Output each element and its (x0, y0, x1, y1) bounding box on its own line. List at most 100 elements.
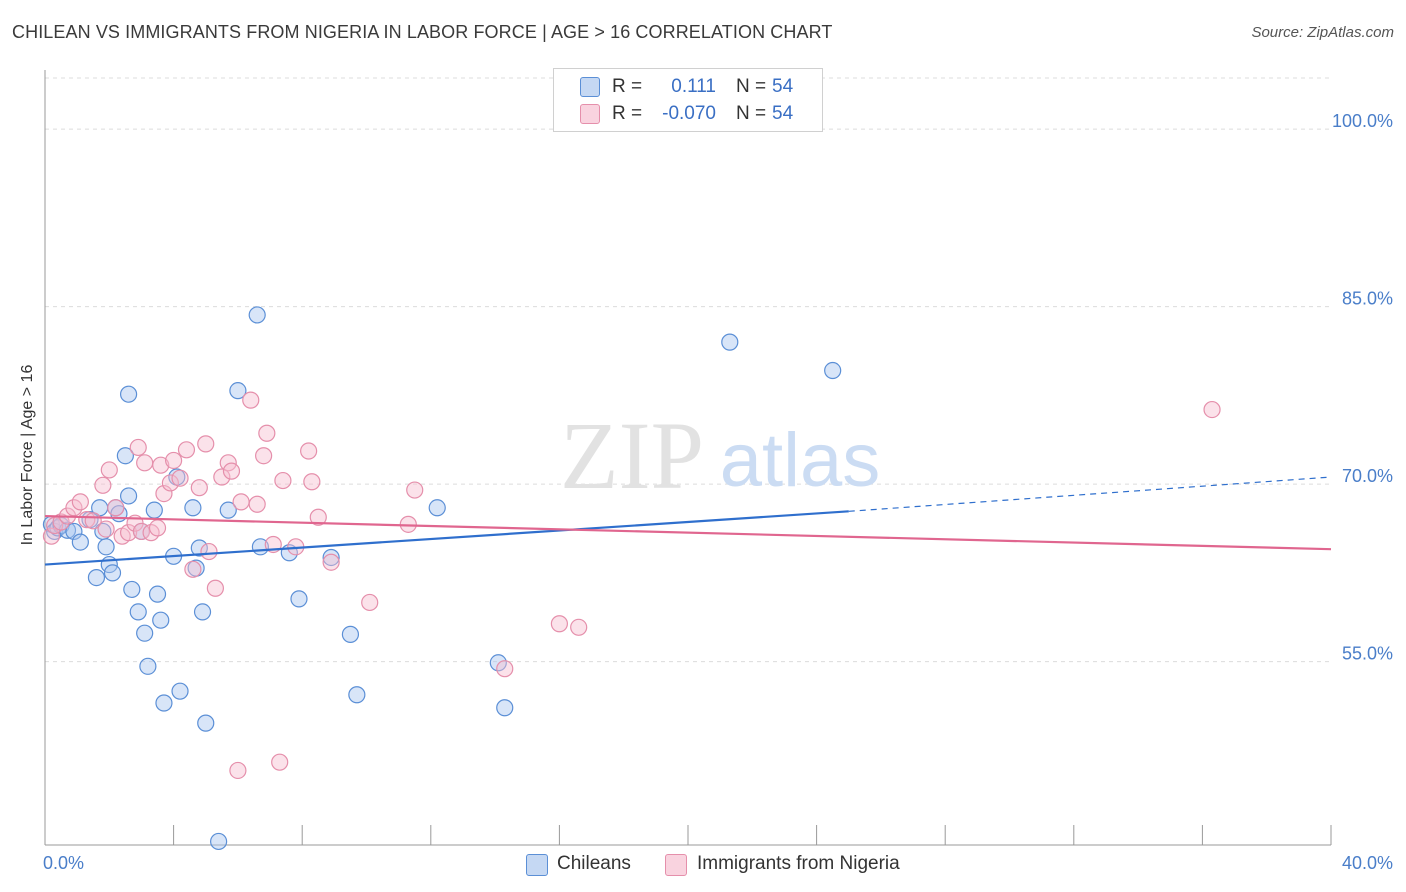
r-label: R = (612, 103, 643, 124)
source-note[interactable]: Source: ZipAtlas.com (1251, 24, 1394, 41)
nigeria-point (570, 618, 588, 636)
legend-swatch-pink (580, 104, 600, 124)
nigeria-point (165, 451, 183, 470)
y-tick-label: 55.0% (1342, 644, 1393, 664)
y-tick-label: 85.0% (1342, 289, 1393, 309)
chilean-point (721, 333, 739, 351)
chilean-point (119, 487, 138, 505)
chilean-point (129, 603, 147, 621)
legend-row-nigeria: R = -0.070 N = 54 (554, 101, 822, 127)
nigeria-point (206, 579, 224, 597)
chilean-point (155, 694, 173, 712)
nigeria-point (322, 553, 340, 571)
nigeria-point (309, 508, 327, 526)
nigeria-point (78, 511, 96, 529)
chilean-point (824, 361, 842, 380)
legend-swatch-pink (665, 854, 687, 876)
nigeria-point (197, 435, 215, 453)
chilean-point (193, 603, 212, 621)
legend-swatch-blue (526, 854, 548, 876)
nigeria-point (184, 560, 202, 578)
x-tick-label: 0.0% (43, 853, 84, 873)
chilean-point (348, 686, 366, 704)
y-tick-label: 70.0% (1342, 466, 1393, 486)
legend-swatch-blue (580, 77, 600, 97)
x-tick-label: 40.0% (1342, 853, 1393, 873)
watermark-atlas: atlas (720, 418, 881, 503)
nigeria-point (71, 493, 89, 511)
n-value: 54 (772, 76, 794, 97)
tick-labels: 55.0% 70.0% 85.0% 100.0% 0.0% 40.0% (43, 111, 1393, 873)
nigeria-point (129, 438, 147, 457)
chilean-point (210, 832, 228, 851)
chilean-point (148, 585, 167, 603)
legend-row-chileans: R = 0.111 N = 54 (554, 74, 822, 100)
chilean-point (136, 624, 154, 642)
chilean-point (65, 522, 83, 541)
nigeria-point (303, 473, 321, 491)
nigeria-point (271, 753, 289, 771)
nigeria-point (274, 471, 292, 490)
nigeria-point (136, 454, 154, 472)
chilean-point (116, 447, 134, 465)
nigeria-point (52, 513, 70, 531)
nigeria-point (107, 499, 125, 517)
chilean-point (71, 533, 89, 551)
nigeria-point (248, 495, 266, 513)
correlation-legend: R = 0.111 N = 54 R = -0.070 N = 54 (553, 68, 823, 132)
nigeria-point (232, 493, 250, 511)
legend-label-chileans: Chileans (557, 853, 631, 874)
nigeria-point (190, 479, 208, 497)
nigeria-point (171, 469, 189, 487)
nigeria-point (496, 660, 514, 678)
nigeria-point (222, 462, 241, 480)
nigeria-point (255, 447, 273, 465)
chilean-point (489, 654, 507, 672)
r-value: -0.070 (662, 103, 716, 124)
nigeria-point (200, 542, 218, 561)
chilean-point (184, 499, 202, 517)
chilean-point (248, 306, 266, 324)
r-label: R = (612, 76, 643, 97)
chilean-point (103, 564, 122, 582)
data-points (42, 306, 1221, 851)
axes (44, 70, 1332, 846)
chilean-point (139, 657, 157, 675)
chilean-point (119, 385, 138, 403)
chilean-point (229, 382, 247, 400)
nigeria-point (97, 520, 115, 538)
nigeria-point (406, 481, 424, 499)
chilean-trend-line (44, 510, 849, 566)
legend-label-nigeria: Immigrants from Nigeria (697, 853, 900, 874)
chilean-point (145, 501, 163, 519)
watermark-zip: ZIP (560, 402, 704, 509)
nigeria-trend-line (44, 514, 1332, 551)
chilean-point (171, 682, 189, 700)
series-legend: Chileans Immigrants from Nigeria (0, 852, 1406, 878)
chilean-point (341, 625, 360, 643)
chilean-point (87, 568, 106, 587)
r-value: 0.111 (671, 76, 716, 97)
chilean-point (152, 611, 170, 629)
chilean-point (290, 590, 308, 608)
chart-title: CHILEAN VS IMMIGRANTS FROM NIGERIA IN LA… (12, 22, 833, 42)
chilean-point (190, 539, 208, 557)
nigeria-point (155, 484, 173, 503)
chilean-trend-extension (848, 476, 1332, 512)
trend-lines (44, 476, 1332, 566)
nigeria-point (258, 424, 276, 442)
nigeria-point (213, 468, 231, 486)
grid-lines (45, 77, 1331, 663)
n-label: N = (736, 103, 767, 124)
nigeria-point (300, 442, 318, 460)
chilean-point (219, 501, 237, 519)
nigeria-point (177, 441, 196, 459)
chilean-point (97, 538, 115, 556)
chilean-point (322, 548, 340, 567)
chilean-point (123, 580, 141, 599)
nigeria-point (42, 527, 61, 545)
chilean-point (496, 699, 514, 717)
nigeria-point (119, 524, 138, 542)
nigeria-point (161, 474, 179, 492)
